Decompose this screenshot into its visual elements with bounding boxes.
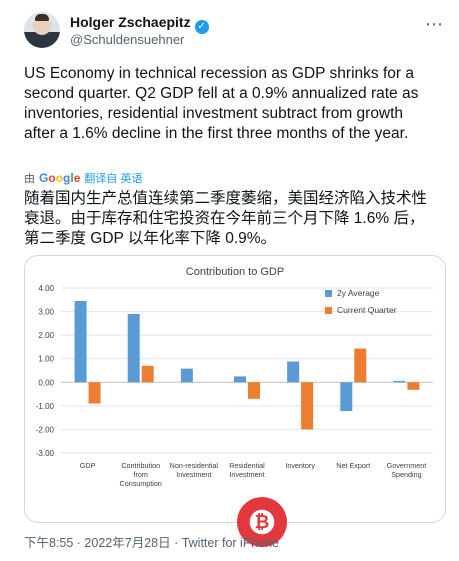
x-category-label: Government xyxy=(387,461,427,470)
tweet-timestamp-source[interactable]: 下午8:55 · 2022年7月28日 · Twitter for iPhone xyxy=(24,536,279,550)
x-category-label: Inventory xyxy=(285,461,315,470)
bar-current-quarter xyxy=(354,348,367,383)
legend-swatch xyxy=(325,307,332,314)
more-options-icon[interactable]: ⋯ xyxy=(425,14,444,34)
bar-current-quarter xyxy=(141,365,154,383)
bar-two-year-average xyxy=(393,380,406,383)
x-category-label: Residential xyxy=(229,461,265,470)
x-category-label: Investment xyxy=(229,470,264,479)
bar-two-year-average xyxy=(340,382,353,412)
author-name[interactable]: Holger Zschaepitz ✓ xyxy=(70,14,209,34)
author-name-text[interactable]: Holger Zschaepitz xyxy=(70,14,191,30)
verified-badge-icon: ✓ xyxy=(194,20,209,34)
x-category-label: Consumption xyxy=(120,479,162,488)
bitcoin-watermark-icon: ₿ xyxy=(237,497,287,547)
x-category-label: Contribution xyxy=(121,461,160,470)
translate-by-label: 由 xyxy=(24,173,35,185)
y-tick-label: 1.00 xyxy=(38,355,54,364)
author-handle[interactable]: @Schuldensuehner xyxy=(70,32,185,47)
translated-from-link[interactable]: 翻译自 英语 xyxy=(84,173,143,185)
tweet-text: US Economy in technical recession as GDP… xyxy=(24,65,419,142)
x-category-label: Non-residential xyxy=(170,461,219,470)
bar-two-year-average xyxy=(74,300,87,383)
x-category-label: GDP xyxy=(80,461,96,470)
y-tick-label: -1.00 xyxy=(36,402,55,411)
legend-swatch xyxy=(325,290,332,297)
y-tick-label: 4.00 xyxy=(38,284,54,293)
bar-two-year-average xyxy=(180,368,193,383)
x-category-label: from xyxy=(134,470,148,479)
y-tick-label: -3.00 xyxy=(36,449,55,458)
google-logo: Google xyxy=(39,171,81,185)
x-category-label: Net Export xyxy=(336,461,370,470)
x-category-label: Spending xyxy=(391,470,421,479)
translation-attribution: 由 Google 翻译自 英语 xyxy=(24,170,143,185)
bar-current-quarter xyxy=(248,382,260,399)
y-tick-label: 3.00 xyxy=(38,308,54,317)
tweet-header: Holger Zschaepitz ✓ @Schuldensuehner ⋯ xyxy=(24,12,444,52)
bar-two-year-average xyxy=(234,376,246,383)
x-category-label: Investment xyxy=(176,470,211,479)
bar-two-year-average xyxy=(127,313,140,383)
y-tick-label: -2.00 xyxy=(36,425,55,434)
chart-title: Contribution to GDP xyxy=(186,266,284,278)
tweet-media-image[interactable]: Contribution to GDP 4.00 3.00 2.00 1.00 0.00 -… xyxy=(24,255,446,523)
contribution-chart: Contribution to GDP 4.00 3.00 2.00 1.00 0.00 -… xyxy=(27,259,443,519)
bar-current-quarter xyxy=(407,382,420,390)
legend-label: 2y Average xyxy=(337,288,380,298)
bar-two-year-average xyxy=(287,361,300,383)
legend-label: Current Quarter xyxy=(337,305,397,315)
translated-tweet-text: 随着国内生产总值连续第二季度萎缩，美国经济陷入技术性衰退。由于库存和住宅投资在今… xyxy=(24,190,428,247)
bar-current-quarter xyxy=(88,382,101,404)
y-tick-label: 2.00 xyxy=(38,331,54,340)
bar-current-quarter xyxy=(301,382,314,430)
avatar[interactable] xyxy=(24,12,60,48)
chart-svg: Contribution to GDP 4.00 3.00 2.00 1.00 0.00 -… xyxy=(27,259,443,519)
y-tick-label: 0.00 xyxy=(38,378,54,387)
